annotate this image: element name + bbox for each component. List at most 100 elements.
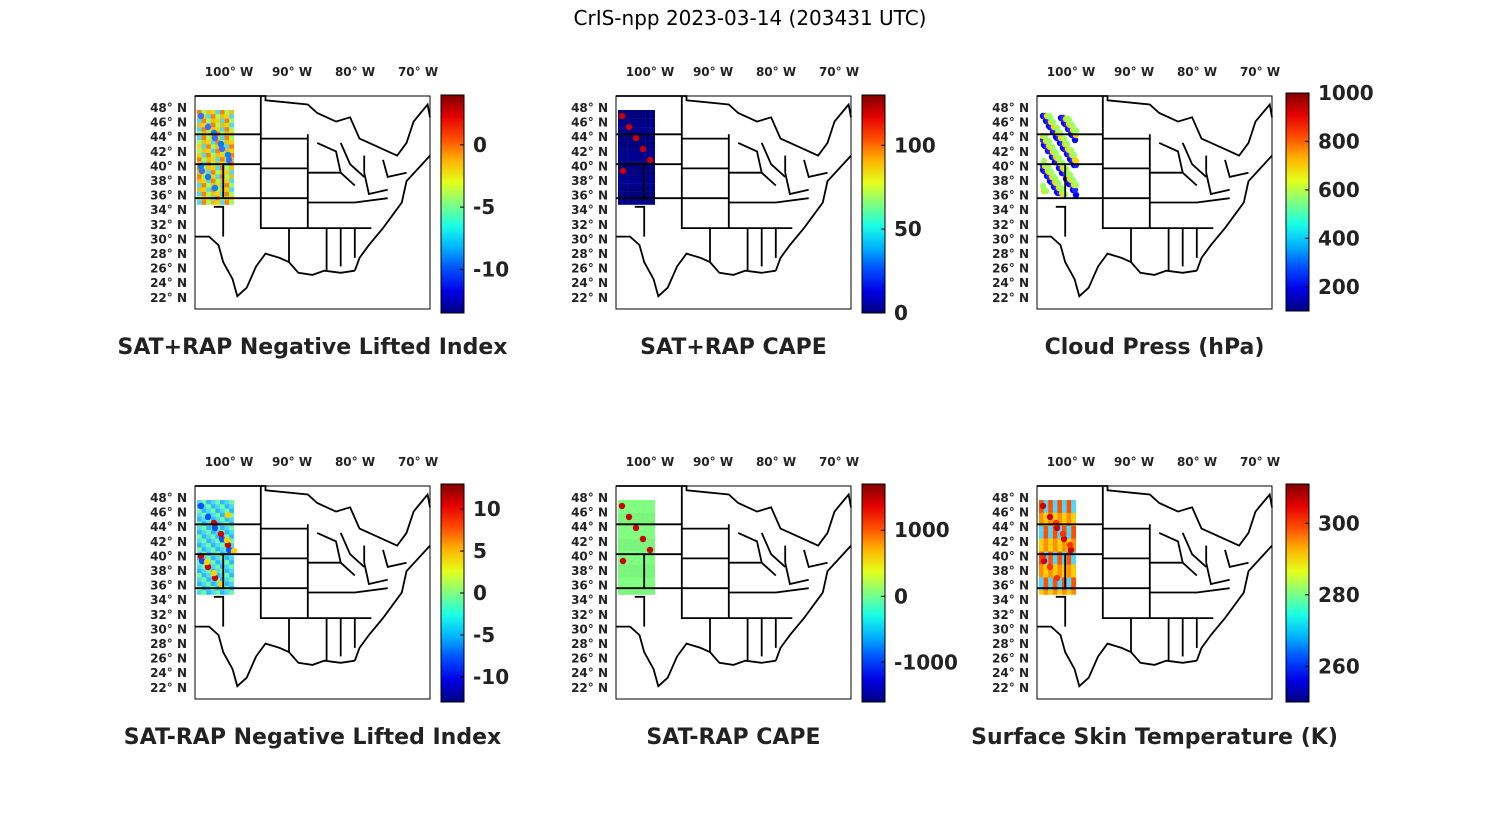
swath-pixel: [645, 174, 651, 179]
colorbar-tick-label: 5: [473, 539, 487, 563]
swath-pixel: [210, 512, 216, 518]
swath-pixel: [215, 517, 221, 522]
swath-pixel: [1043, 512, 1049, 518]
swath-pixel: [229, 568, 234, 574]
swath-pixel: [622, 577, 628, 582]
swath-pixel: [215, 538, 221, 544]
retrieval-dot: [1067, 146, 1075, 154]
swath-pixel: [641, 504, 646, 509]
swath-pixel: [631, 144, 637, 149]
swath-pixel: [618, 547, 623, 552]
swath-pixel: [215, 504, 221, 509]
swath-pixel: [201, 200, 207, 205]
swath-pixel: [631, 538, 637, 544]
swath-pixel: [197, 534, 202, 539]
swath-pixel: [645, 187, 651, 192]
state-border: [1205, 562, 1230, 586]
swath-pixel: [1052, 530, 1058, 535]
lat-tick-label: 46° N: [992, 506, 1029, 520]
swath-pixel: [224, 555, 230, 561]
swath-pixel: [636, 568, 642, 574]
swath-pixel: [1043, 525, 1049, 531]
satellite-swath: [1039, 500, 1076, 595]
swath-pixel: [220, 135, 225, 141]
swath-pixel: [215, 170, 221, 175]
swath-pixel: [650, 504, 655, 509]
swath-pixel: [618, 122, 623, 128]
swath-pixel: [229, 122, 234, 128]
swath-pixel: [1048, 508, 1053, 514]
swath-pixel: [197, 148, 202, 154]
swath-pixel: [206, 140, 211, 145]
swath-pixel: [650, 165, 655, 171]
swath-pixel: [627, 157, 632, 162]
state-border: [382, 549, 407, 568]
swath-pixel: [206, 581, 211, 587]
lat-tick-label: 28° N: [150, 637, 187, 651]
lat-tick-label: 38° N: [571, 174, 608, 188]
swath-pixel: [650, 183, 655, 188]
swath-pixel: [1048, 530, 1053, 535]
swath-pixel: [210, 504, 216, 509]
swath-pixel: [1057, 568, 1063, 574]
retrieval-dot: [1047, 168, 1055, 176]
colorbar-tick-label: 260: [1318, 654, 1360, 678]
swath-pixel: [650, 577, 655, 582]
retrieval-dot: [1054, 179, 1062, 187]
swath-pixel: [215, 530, 221, 535]
retrieval-dot: [1057, 184, 1065, 192]
swath-pixel: [1066, 538, 1072, 544]
swath-pixel: [631, 110, 637, 115]
panel-title: SAT-RAP CAPE: [646, 725, 820, 750]
swath-pixel: [224, 118, 230, 124]
swath-pixel: [229, 543, 234, 548]
swath-pixel: [201, 135, 207, 141]
swath-pixel: [631, 178, 637, 184]
swath-pixel: [645, 534, 651, 539]
colorbar-tick-label: 300: [1318, 511, 1360, 535]
swath-pixel: [220, 547, 225, 552]
swath-pixel: [627, 191, 632, 197]
swath-pixel: [650, 568, 655, 574]
swath-pixel: [1057, 530, 1063, 535]
swath-pixel: [215, 543, 221, 548]
swath-pixel: [618, 581, 623, 587]
retrieval-dot: [225, 546, 233, 554]
swath-pixel: [627, 508, 632, 514]
swath-pixel: [224, 560, 230, 565]
swath-pixel: [645, 590, 651, 595]
swath-pixel: [229, 118, 234, 124]
lat-tick-label: 24° N: [150, 276, 187, 290]
state-border: [1224, 549, 1249, 568]
lat-tick-label: 24° N: [992, 276, 1029, 290]
swath-pixel: [627, 543, 632, 548]
swath-pixel: [224, 140, 230, 145]
lat-tick-label: 46° N: [150, 506, 187, 520]
state-border: [680, 198, 729, 230]
swath-pixel: [1057, 555, 1063, 561]
swath-pixel: [210, 153, 216, 158]
swath-pixel: [1062, 590, 1067, 595]
swath-pixel: [206, 530, 211, 535]
state-outlines: [195, 95, 431, 298]
swath-pixel: [210, 581, 216, 587]
swath-pixel: [1071, 538, 1076, 544]
retrieval-dot: [218, 535, 226, 543]
colorbar-tick-label: 0: [894, 301, 908, 325]
swath-pixel: [224, 504, 230, 509]
lat-tick-label: 42° N: [992, 145, 1029, 159]
retrieval-dot: [1071, 126, 1079, 134]
swath-pixel: [229, 525, 234, 531]
lon-tick-label: 70° W: [819, 65, 859, 79]
lat-tick-label: 36° N: [992, 189, 1029, 203]
swath-pixel: [197, 110, 202, 115]
swath-pixel: [210, 500, 216, 505]
state-border: [195, 95, 431, 157]
swath-pixel: [650, 200, 655, 205]
swath-pixel: [197, 525, 202, 531]
swath-pixel: [650, 114, 655, 119]
swath-pixel: [636, 114, 642, 119]
state-border: [307, 587, 388, 594]
swath-pixel: [201, 547, 207, 552]
